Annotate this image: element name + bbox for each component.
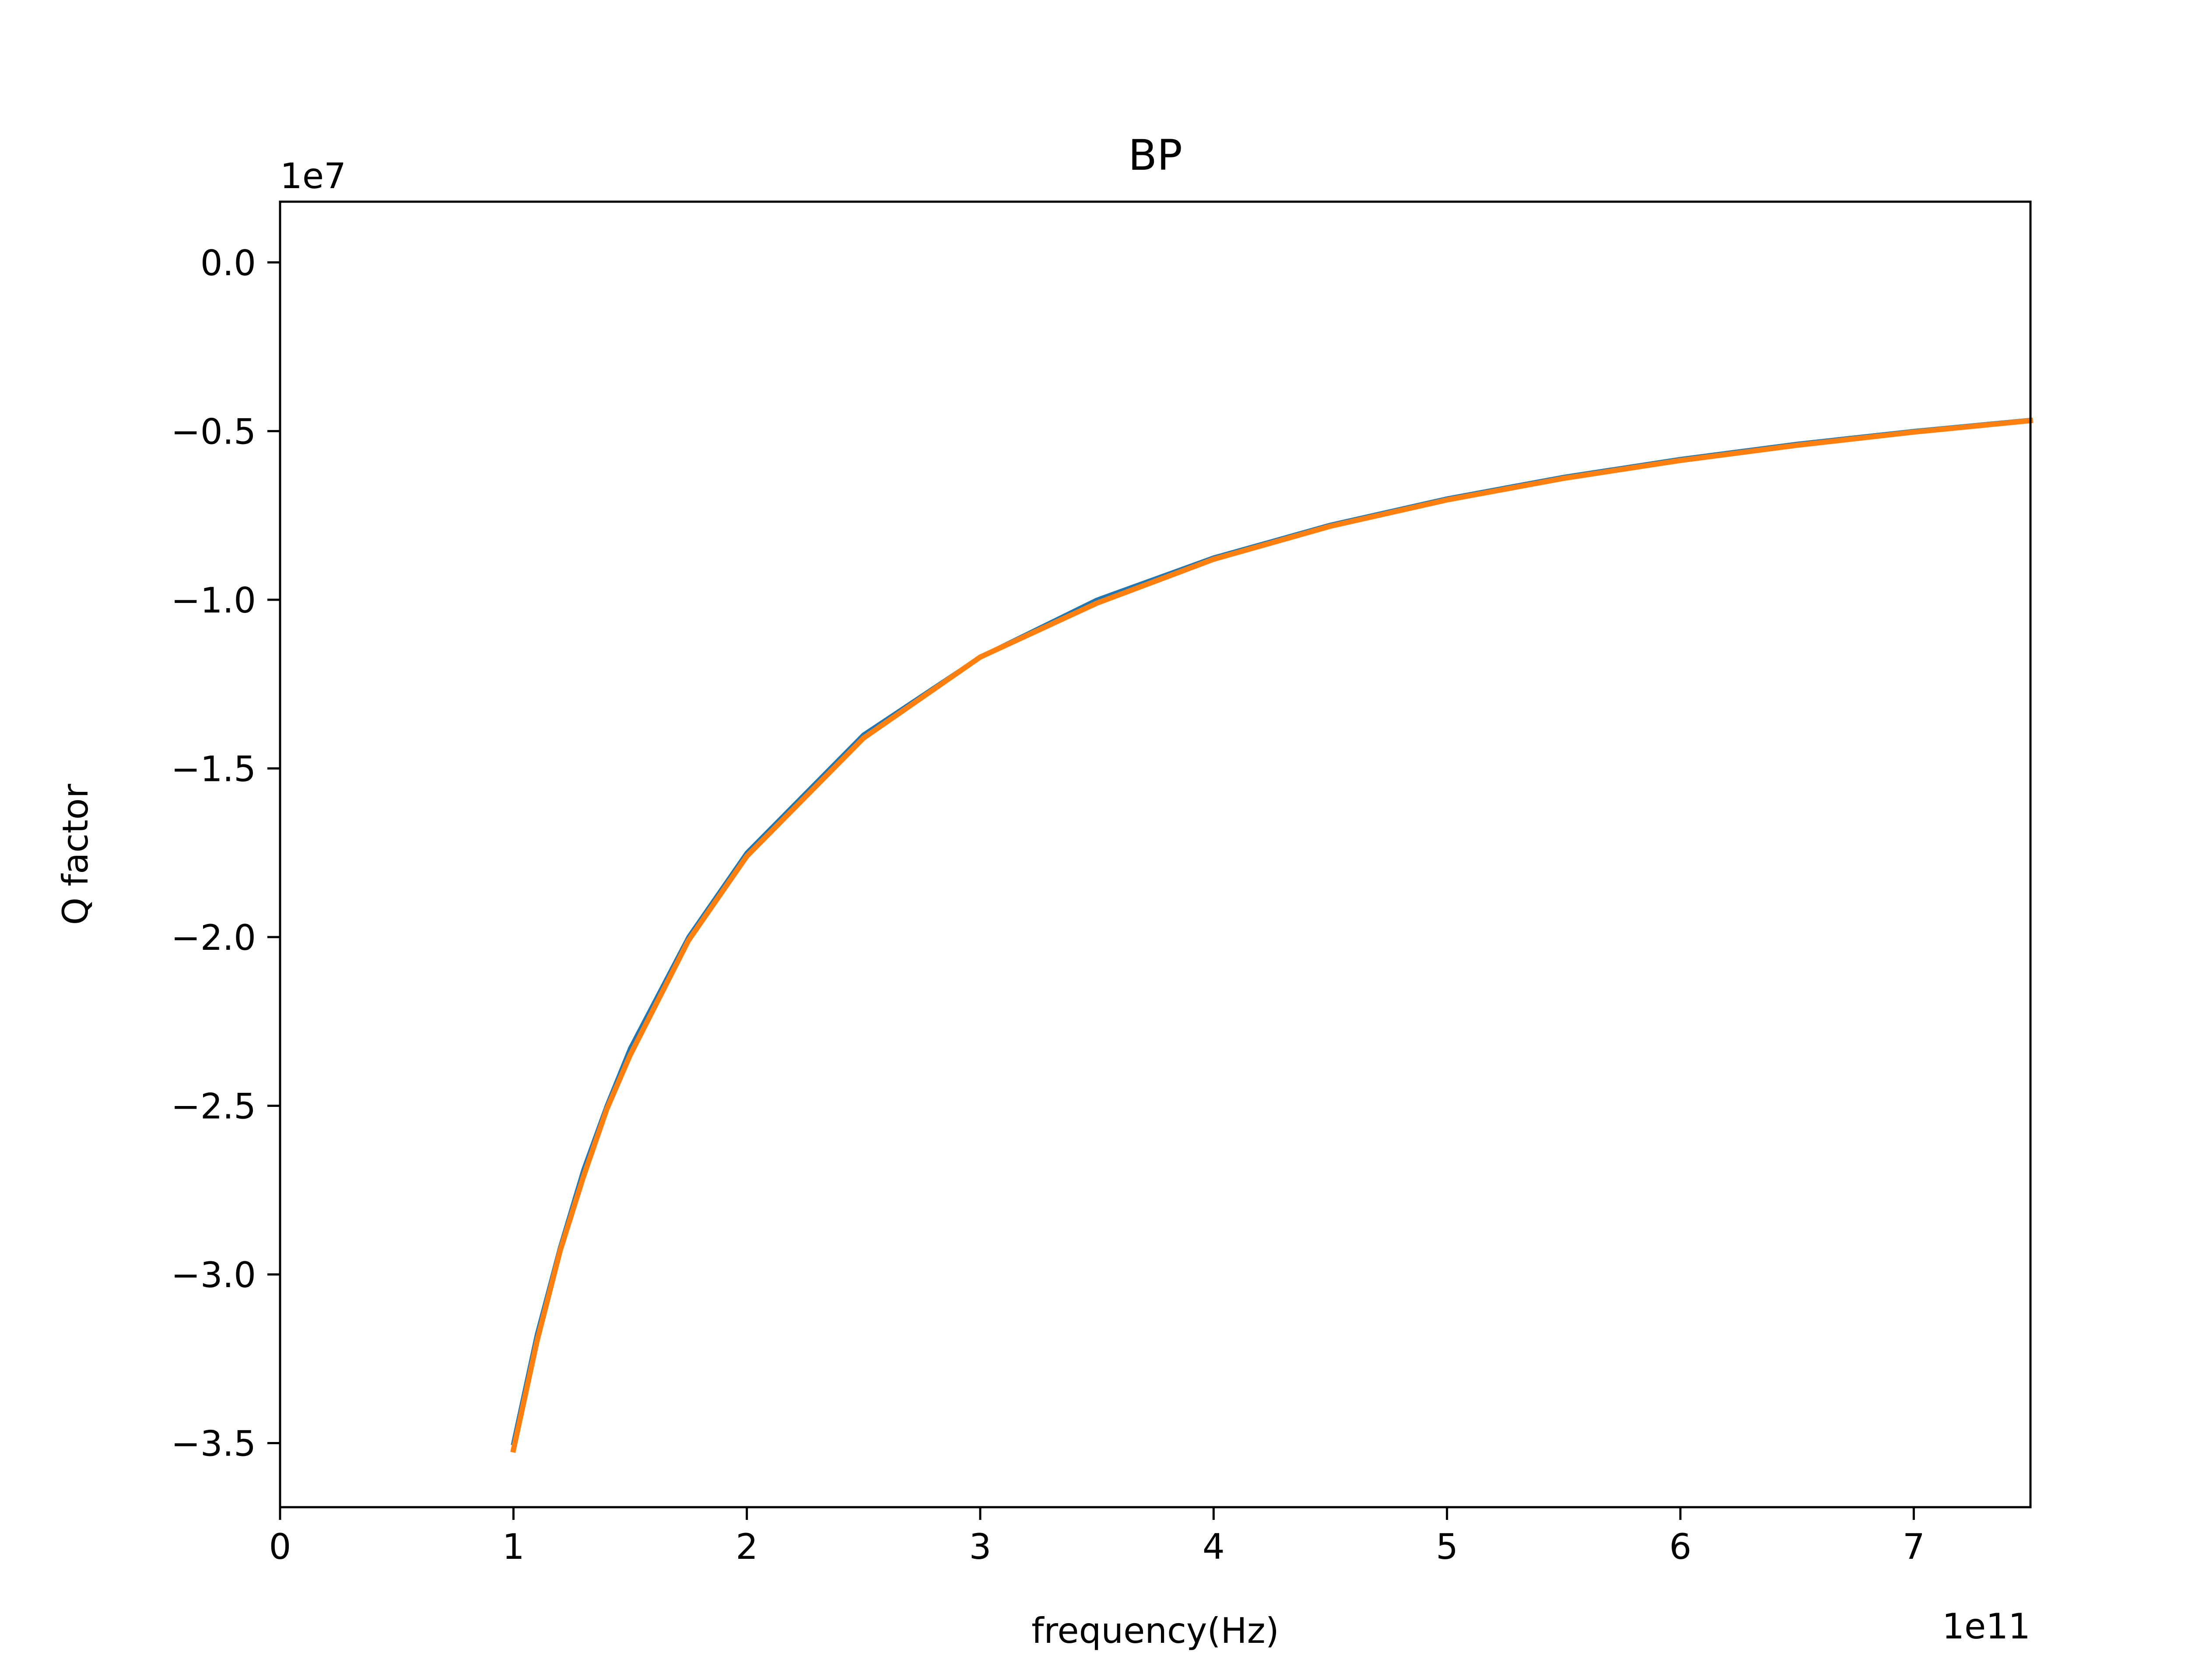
x-tick-label: 0: [269, 1526, 291, 1567]
y-tick-label: −0.5: [171, 411, 256, 452]
y-tick-label: −3.0: [171, 1255, 256, 1295]
y-tick-label: −3.5: [171, 1423, 256, 1464]
x-tick-label: 3: [969, 1526, 992, 1567]
x-tick-label: 1: [502, 1526, 525, 1567]
y-tick-label: −1.5: [171, 749, 256, 789]
y-tick-label: −2.5: [171, 1086, 256, 1127]
x-tick-label: 7: [1903, 1526, 1925, 1567]
y-tick-label: 0.0: [200, 243, 256, 284]
plot-frame: [279, 200, 2032, 1508]
series-layer: [510, 417, 2034, 1453]
y-offset-label: 1e7: [280, 156, 346, 196]
x-tick-label: 4: [1203, 1526, 1225, 1567]
y-tick-label: −1.0: [171, 580, 256, 621]
x-tick-label: 2: [736, 1526, 758, 1567]
series-line-2: [510, 417, 2034, 1453]
y-axis-ticks: 0.0 −0.5 −1.0 −1.5 −2.0 −2.5 −3.0 −3.5: [171, 243, 280, 1464]
x-offset-label: 1e11: [1942, 1606, 2030, 1647]
chart-title: BP: [1128, 131, 1182, 180]
y-axis-label: Q factor: [55, 784, 96, 925]
x-tick-label: 6: [1669, 1526, 1692, 1567]
x-axis-label: frequency(Hz): [1031, 1610, 1279, 1651]
x-tick-label: 5: [1436, 1526, 1458, 1567]
x-axis-ticks: 0 1 2 3 4 5 6 7: [269, 1507, 1925, 1567]
y-tick-label: −2.0: [171, 917, 256, 958]
